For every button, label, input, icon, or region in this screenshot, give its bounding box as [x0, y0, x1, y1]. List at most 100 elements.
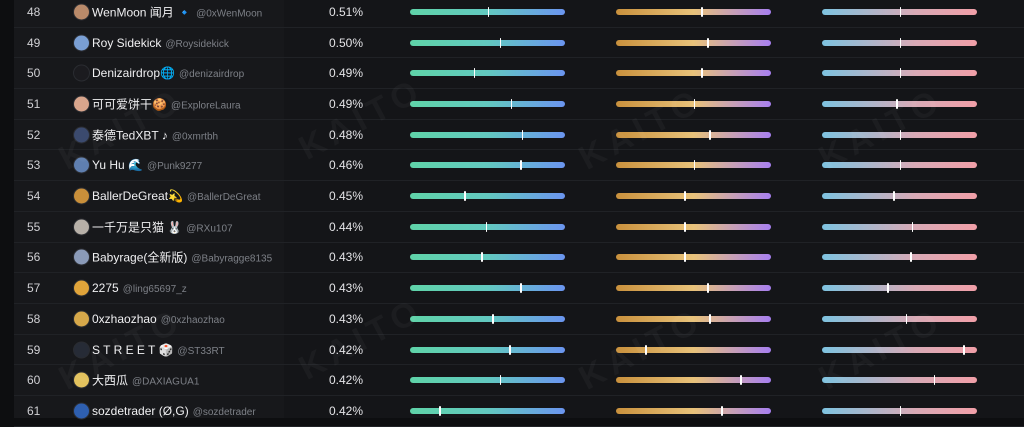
- table-row[interactable]: 61 sozdetrader (Ø,G) @sozdetrader 0.42%: [14, 396, 1024, 427]
- metric-bar-2[interactable]: [616, 405, 771, 416]
- metric-bar-2[interactable]: [616, 160, 771, 171]
- user-cell[interactable]: Denizairdrop🌐 @denizairdrop: [92, 66, 244, 80]
- table-row[interactable]: 55 一千万是只猫 🐰 @RXu107 0.44%: [14, 212, 1024, 243]
- metric-bar-2[interactable]: [616, 68, 771, 79]
- metric-bar-1[interactable]: [410, 221, 565, 232]
- metric-marker: [684, 191, 686, 202]
- metric-bar-2[interactable]: [616, 344, 771, 355]
- metric-bar-1[interactable]: [410, 405, 565, 416]
- mindshare-percent: 0.51%: [329, 4, 364, 19]
- user-cell[interactable]: 大西瓜 @DAXIAGUA1: [92, 372, 199, 389]
- table-row[interactable]: 49 Roy Sidekick @Roysidekick 0.50%: [14, 28, 1024, 59]
- metric-bar-1[interactable]: [410, 160, 565, 171]
- avatar[interactable]: [74, 249, 89, 265]
- metric-bar-2[interactable]: [616, 283, 771, 294]
- metric-bar-1[interactable]: [410, 68, 565, 79]
- metric-bar-1[interactable]: [410, 313, 565, 324]
- avatar[interactable]: [74, 188, 89, 204]
- metric-marker: [499, 37, 502, 48]
- metric-bar-3[interactable]: [822, 191, 977, 202]
- user-cell[interactable]: 可可爱饼干🍪 @ExploreLaura: [92, 95, 241, 112]
- avatar[interactable]: [74, 372, 89, 388]
- avatar[interactable]: [74, 96, 89, 112]
- user-cell[interactable]: sozdetrader (Ø,G) @sozdetrader: [92, 404, 256, 418]
- avatar[interactable]: [74, 342, 89, 358]
- table-row[interactable]: 59 S T R E E T 🎲 @ST33RT 0.42%: [14, 335, 1024, 366]
- metric-bar-3[interactable]: [822, 221, 977, 232]
- metric-bar-2[interactable]: [616, 98, 771, 109]
- metric-marker: [707, 283, 709, 294]
- metric-bar-3[interactable]: [822, 283, 977, 294]
- metric-bar-1[interactable]: [410, 6, 565, 17]
- metric-bar-2[interactable]: [616, 252, 771, 263]
- table-row[interactable]: 53 Yu Hu 🌊 @Punk9277 0.46%: [14, 151, 1024, 182]
- avatar[interactable]: [74, 280, 89, 296]
- user-cell[interactable]: 2275 @ling65697_z: [92, 281, 187, 295]
- display-name: 可可爱饼干🍪: [92, 97, 167, 112]
- metric-bar-1[interactable]: [410, 37, 565, 48]
- user-cell[interactable]: Babyrage(全新版) @Babyragge8135: [92, 249, 272, 266]
- metric-bar-3[interactable]: [822, 344, 977, 355]
- metric-bar-3[interactable]: [822, 375, 977, 386]
- avatar[interactable]: [74, 4, 89, 20]
- user-cell[interactable]: 一千万是只猫 🐰 @RXu107: [92, 218, 233, 235]
- avatar[interactable]: [74, 35, 89, 51]
- metric-bar-2[interactable]: [616, 313, 771, 324]
- metric-marker: [893, 191, 895, 202]
- rank-number: 56: [27, 250, 41, 265]
- metric-marker: [899, 160, 901, 171]
- metric-bar-1[interactable]: [410, 191, 565, 202]
- metric-bar-3[interactable]: [822, 160, 977, 171]
- metric-bar-1[interactable]: [410, 283, 565, 294]
- metric-bar-1[interactable]: [410, 252, 565, 263]
- metric-bar-3[interactable]: [822, 129, 977, 140]
- mindshare-percent: 0.42%: [329, 373, 364, 388]
- metric-bar-2[interactable]: [616, 6, 771, 17]
- table-row[interactable]: 57 2275 @ling65697_z 0.43%: [14, 273, 1024, 304]
- table-row[interactable]: 56 Babyrage(全新版) @Babyragge8135 0.43%: [14, 243, 1024, 274]
- metric-bar-3[interactable]: [822, 98, 977, 109]
- metric-bar-1[interactable]: [410, 129, 565, 140]
- metric-bar-1[interactable]: [410, 375, 565, 386]
- display-name: Denizairdrop🌐: [92, 66, 175, 81]
- metric-bar-2[interactable]: [616, 221, 771, 232]
- metric-bar-2[interactable]: [616, 375, 771, 386]
- table-row[interactable]: 52 泰德TedXBT ♪ @0xmrtbh 0.48%: [14, 120, 1024, 151]
- user-cell[interactable]: 0xzhaozhao @0xzhaozhao: [92, 312, 225, 326]
- metric-bar-3[interactable]: [822, 252, 977, 263]
- metric-bar-2[interactable]: [616, 129, 771, 140]
- metric-bar-1[interactable]: [410, 98, 565, 109]
- metric-marker: [693, 160, 695, 171]
- metric-bar-3[interactable]: [822, 68, 977, 79]
- display-name: sozdetrader (Ø,G): [92, 403, 189, 418]
- user-handle: @0xzhaozhao: [160, 314, 225, 326]
- metric-bar-1[interactable]: [410, 344, 565, 355]
- table-row[interactable]: 58 0xzhaozhao @0xzhaozhao 0.43%: [14, 304, 1024, 335]
- metric-bar-2[interactable]: [616, 37, 771, 48]
- table-row[interactable]: 60 大西瓜 @DAXIAGUA1 0.42%: [14, 365, 1024, 397]
- avatar[interactable]: [74, 127, 89, 143]
- rank-number: 54: [27, 189, 41, 204]
- avatar[interactable]: [74, 157, 89, 173]
- metric-marker: [887, 283, 889, 294]
- avatar[interactable]: [74, 311, 89, 327]
- metric-bar-2[interactable]: [616, 191, 771, 202]
- user-cell[interactable]: BallerDeGreat💫 @BallerDeGreat: [92, 189, 261, 203]
- metric-marker: [911, 221, 914, 232]
- metric-bar-3[interactable]: [822, 37, 977, 48]
- avatar[interactable]: [74, 65, 89, 81]
- table-row[interactable]: 48 WenMoon 闻月 🔹 @0xWenMoon 0.51%: [14, 0, 1024, 28]
- metric-bar-3[interactable]: [822, 313, 977, 324]
- table-row[interactable]: 51 可可爱饼干🍪 @ExploreLaura 0.49%: [14, 89, 1024, 120]
- avatar[interactable]: [74, 403, 89, 419]
- table-row[interactable]: 54 BallerDeGreat💫 @BallerDeGreat 0.45%: [14, 181, 1024, 212]
- user-cell[interactable]: Yu Hu 🌊 @Punk9277: [92, 158, 202, 172]
- user-cell[interactable]: WenMoon 闻月 🔹 @0xWenMoon: [92, 3, 262, 20]
- metric-bar-3[interactable]: [822, 405, 977, 416]
- user-cell[interactable]: S T R E E T 🎲 @ST33RT: [92, 343, 225, 357]
- metric-bar-3[interactable]: [822, 6, 977, 17]
- user-cell[interactable]: 泰德TedXBT ♪ @0xmrtbh: [92, 126, 218, 143]
- user-cell[interactable]: Roy Sidekick @Roysidekick: [92, 36, 229, 50]
- table-row[interactable]: 50 Denizairdrop🌐 @denizairdrop 0.49%: [14, 58, 1024, 90]
- avatar[interactable]: [74, 219, 89, 235]
